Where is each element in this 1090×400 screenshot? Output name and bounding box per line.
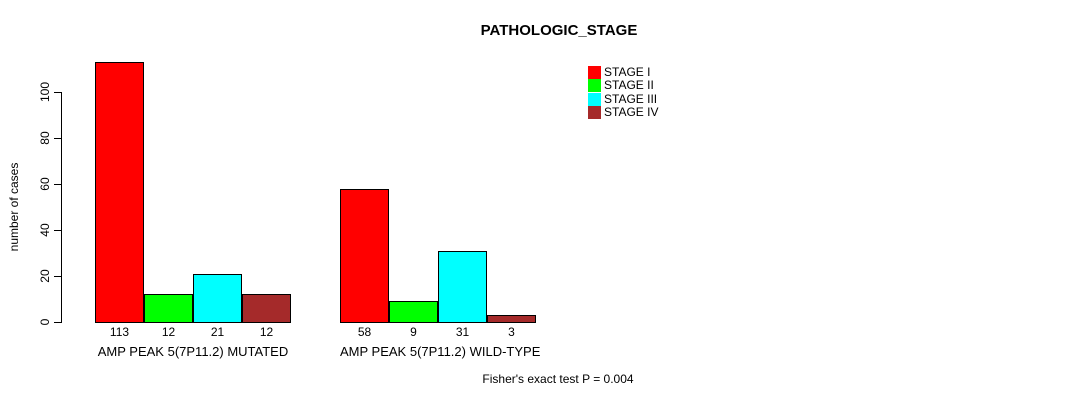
legend: STAGE I STAGE II STAGE III STAGE IV (588, 66, 708, 122)
bar-stage-ii-group-1 (144, 294, 193, 323)
legend-swatch-stage-i (588, 66, 601, 79)
bar-stage-iv-group-2 (487, 315, 536, 323)
y-tick-mark (54, 276, 61, 277)
y-tick-mark (54, 138, 61, 139)
chart-title: PATHOLOGIC_STAGE (480, 22, 638, 39)
legend-swatch-stage-ii (588, 79, 601, 92)
bar-value-label: 113 (109, 325, 130, 339)
legend-row: STAGE IV (588, 106, 708, 119)
y-tick-label: 60 (38, 177, 52, 191)
bar-value-label: 21 (210, 325, 225, 339)
bar-value-label: 58 (357, 325, 372, 339)
legend-label: STAGE I (604, 65, 651, 79)
group-label-1: AMP PEAK 5(7P11.2) MUTATED (97, 344, 289, 359)
bar-stage-i-group-2 (340, 189, 389, 323)
y-tick-label: 40 (38, 223, 52, 237)
y-tick-mark (54, 184, 61, 185)
legend-swatch-stage-iii (588, 93, 601, 106)
bar-value-label: 12 (161, 325, 176, 339)
legend-label: STAGE II (604, 78, 654, 92)
y-tick-label: 0 (38, 318, 52, 326)
bar-value-label: 9 (410, 325, 417, 339)
bar-stage-iv-group-1 (242, 294, 291, 323)
legend-row: STAGE II (588, 79, 708, 92)
legend-swatch-stage-iv (588, 106, 601, 119)
legend-label: STAGE III (604, 92, 658, 106)
bar-stage-i-group-1 (95, 62, 144, 323)
y-tick-label: 20 (38, 269, 52, 283)
footer-note: Fisher's exact test P = 0.004 (482, 372, 634, 386)
bar-value-label: 31 (455, 325, 470, 339)
legend-label: STAGE IV (604, 105, 659, 119)
y-tick-mark (54, 230, 61, 231)
bar-stage-iii-group-1 (193, 274, 242, 323)
group-label-2: AMP PEAK 5(7P11.2) WILD-TYPE (340, 344, 541, 359)
y-tick-mark (54, 92, 61, 93)
bar-stage-iii-group-2 (438, 251, 487, 323)
y-tick-label: 80 (38, 131, 52, 145)
y-tick-mark (54, 322, 61, 323)
bar-value-label: 3 (508, 325, 515, 339)
bar-value-label: 12 (259, 325, 274, 339)
y-tick-label: 100 (38, 81, 52, 103)
legend-row: STAGE I (588, 66, 708, 79)
legend-row: STAGE III (588, 93, 708, 106)
bar-stage-ii-group-2 (389, 301, 438, 323)
y-axis-line (61, 92, 62, 323)
